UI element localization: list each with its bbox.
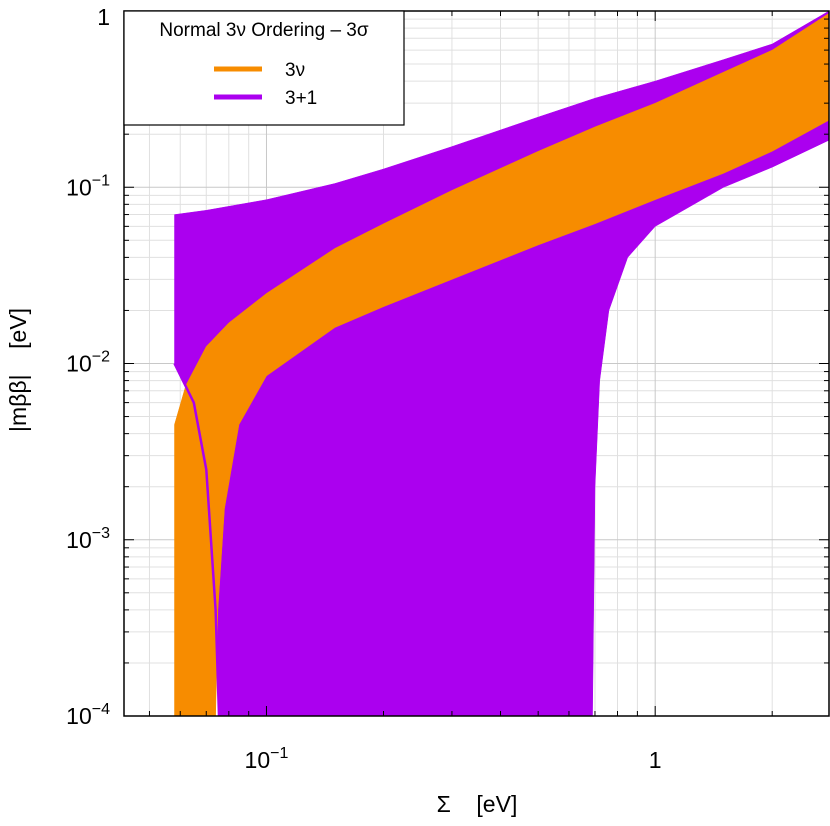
legend-title: Normal 3ν Ordering – 3σ: [159, 20, 368, 41]
tick-labels: 10−1 1 10−4 10−3 10−2 10−1 1: [66, 4, 661, 773]
legend-label-3nu: 3ν: [285, 60, 305, 81]
y-tick-label: 10−4: [66, 701, 110, 729]
x-tick-label: 10−1: [245, 745, 289, 773]
y-tick-label: 10−3: [66, 525, 110, 553]
boundary-line-3plus1: [173, 362, 221, 717]
legend-box: [123, 10, 405, 126]
y-tick-label: 10−1: [66, 172, 110, 200]
legend: Normal 3ν Ordering – 3σ 3ν 3+1: [123, 10, 405, 126]
x-tick-label: 1: [649, 747, 662, 773]
band-3nu: [174, 12, 830, 717]
series-layer: [173, 10, 830, 717]
y-axis-label: |mββ| [eV]: [5, 308, 31, 432]
plot-frame: [123, 10, 830, 717]
y-tick-label: 1: [97, 4, 110, 30]
x-axis-label: Σ [eV]: [437, 791, 518, 817]
y-tick-label: 10−2: [66, 349, 110, 377]
legend-label-3plus1: 3+1: [285, 88, 317, 109]
